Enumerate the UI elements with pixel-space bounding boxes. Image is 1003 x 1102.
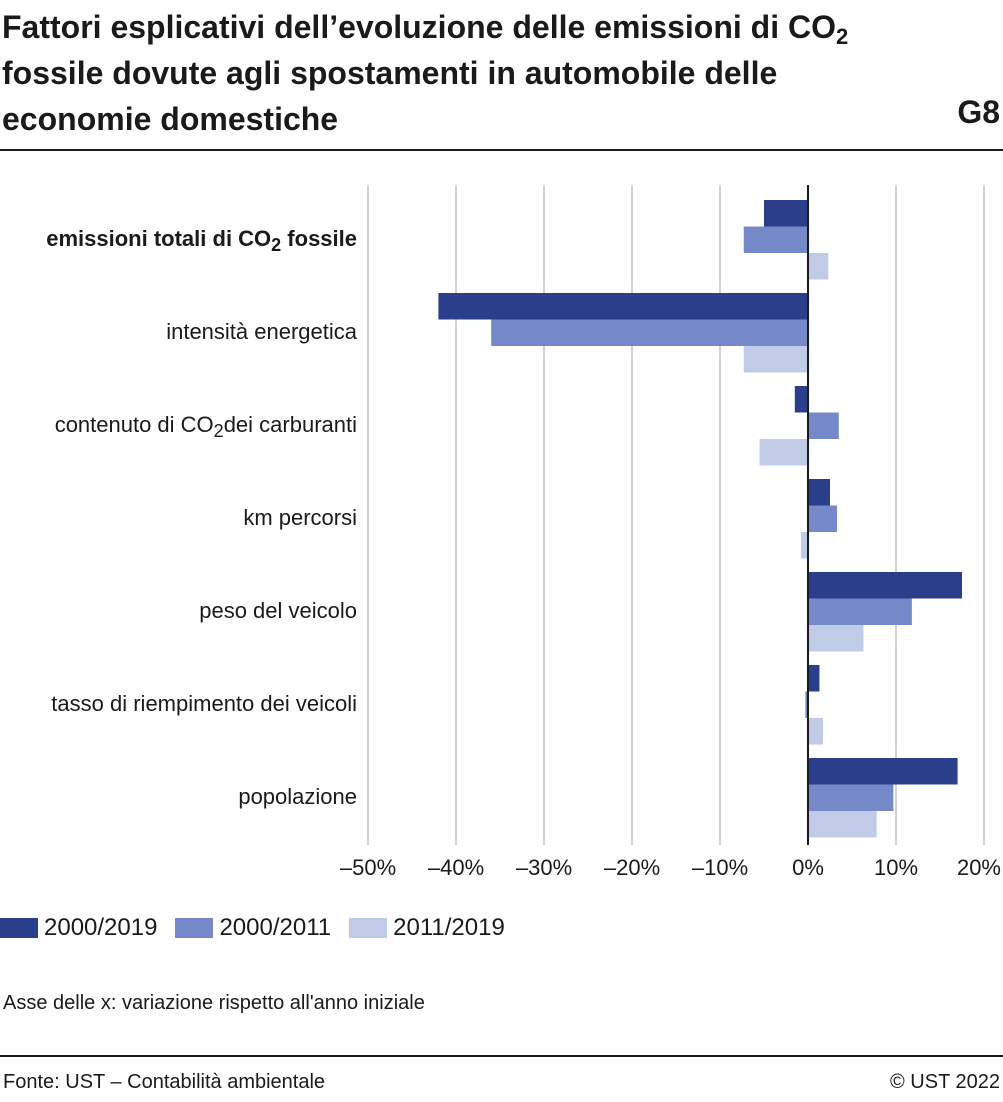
bar-tasso-di-riempimento-dei-veicoli-2000-2011 — [805, 691, 808, 718]
category-label-1: intensità energetica — [166, 319, 358, 344]
x-tick-label-20: –20% — [604, 855, 660, 880]
legend-label-2000-2019: 2000/2019 — [44, 914, 158, 941]
bar-peso-del-veicolo-2000-2011 — [808, 598, 912, 625]
bar-contenuto-di-co2-dei-carburanti-2000-2019 — [794, 386, 808, 413]
copyright-text: © UST 2022 — [890, 1071, 1000, 1093]
x-tick-label-40: –40% — [428, 855, 484, 880]
legend-label-2000-2011: 2000/2011 — [219, 914, 332, 941]
legend-item-2000-2019: 2000/2019 — [0, 914, 157, 942]
legend: 2000/2019 2000/2011 2011/2019 — [0, 912, 523, 944]
header-divider — [0, 149, 1003, 151]
bar-popolazione-2000-2019 — [808, 758, 958, 785]
category-labels: emissioni totali di CO2 fossile intensità… — [46, 226, 358, 809]
bar-emissioni-totali-di-co2-fossile-2011-2019 — [808, 253, 829, 280]
legend-swatch-2000-2011 — [175, 918, 214, 938]
bar-contenuto-di-co2-dei-carburanti-2000-2011 — [808, 412, 839, 439]
title-line-1: Fattori esplicativi dell’evoluzione dell… — [2, 9, 849, 49]
category-label-0: emissioni totali di CO2 fossile — [46, 226, 357, 255]
bar-km-percorsi-2000-2011 — [808, 505, 838, 532]
legend-item-2000-2011: 2000/2011 — [175, 914, 331, 942]
x-tick-label-20: 20% — [957, 855, 1001, 880]
bar-peso-del-veicolo-2000-2019 — [808, 572, 962, 599]
bar-intensit-energetica-2000-2019 — [438, 293, 808, 320]
legend-item-2011-2019: 2011/2019 — [349, 914, 505, 942]
source-text: Fonte: UST – Contabilità ambientale — [3, 1071, 326, 1093]
title-line-2: fossile dovute agli spostamenti in autom… — [2, 55, 778, 91]
x-tick-label-10: –10% — [692, 855, 748, 880]
chart-title: Fattori esplicativi dell’evoluzione dell… — [2, 4, 902, 142]
x-tick-label-50: –50% — [340, 855, 396, 880]
gridlines — [367, 185, 985, 845]
bar-popolazione-2011-2019 — [808, 811, 877, 838]
bar-tasso-di-riempimento-dei-veicoli-2011-2019 — [808, 718, 823, 745]
footer-divider — [0, 1055, 1003, 1057]
legend-swatch-2000-2019 — [0, 918, 38, 938]
bar-popolazione-2000-2011 — [808, 784, 894, 811]
axis-note: Asse delle x: variazione rispetto all'an… — [3, 992, 425, 1014]
legend-label-2011-2019: 2011/2019 — [393, 914, 505, 941]
bar-intensit-energetica-2000-2011 — [491, 319, 808, 346]
bar-km-percorsi-2011-2019 — [800, 532, 808, 559]
bars — [438, 200, 962, 838]
category-label-3: km percorsi — [243, 505, 357, 530]
category-label-2: contenuto di CO2dei carburanti — [55, 412, 357, 441]
legend-swatch-2011-2019 — [349, 918, 388, 938]
x-tick-label-10: 10% — [874, 855, 918, 880]
bar-chart: emissioni totali di CO2 fossile intensità… — [46, 185, 1001, 880]
bar-peso-del-veicolo-2011-2019 — [808, 625, 864, 652]
x-tick-labels: –50% –40% –30% –20% –10% 0% 10% 20% — [340, 855, 1001, 880]
category-label-4: peso del veicolo — [199, 598, 357, 623]
title-line-3: economie domestiche — [2, 101, 339, 137]
bar-emissioni-totali-di-co2-fossile-2000-2011 — [743, 226, 808, 253]
category-label-5: tasso di riempimento dei veicoli — [51, 691, 357, 716]
category-label-6: popolazione — [238, 784, 357, 809]
bar-tasso-di-riempimento-dei-veicoli-2000-2019 — [808, 665, 820, 692]
bar-km-percorsi-2000-2019 — [808, 479, 830, 506]
bar-contenuto-di-co2-dei-carburanti-2011-2019 — [759, 439, 808, 466]
chart-code: G8 — [957, 94, 1000, 130]
x-tick-label-0: 0% — [792, 855, 824, 880]
x-tick-label-30: –30% — [516, 855, 572, 880]
bar-emissioni-totali-di-co2-fossile-2000-2019 — [764, 200, 808, 227]
bar-intensit-energetica-2011-2019 — [743, 346, 808, 373]
